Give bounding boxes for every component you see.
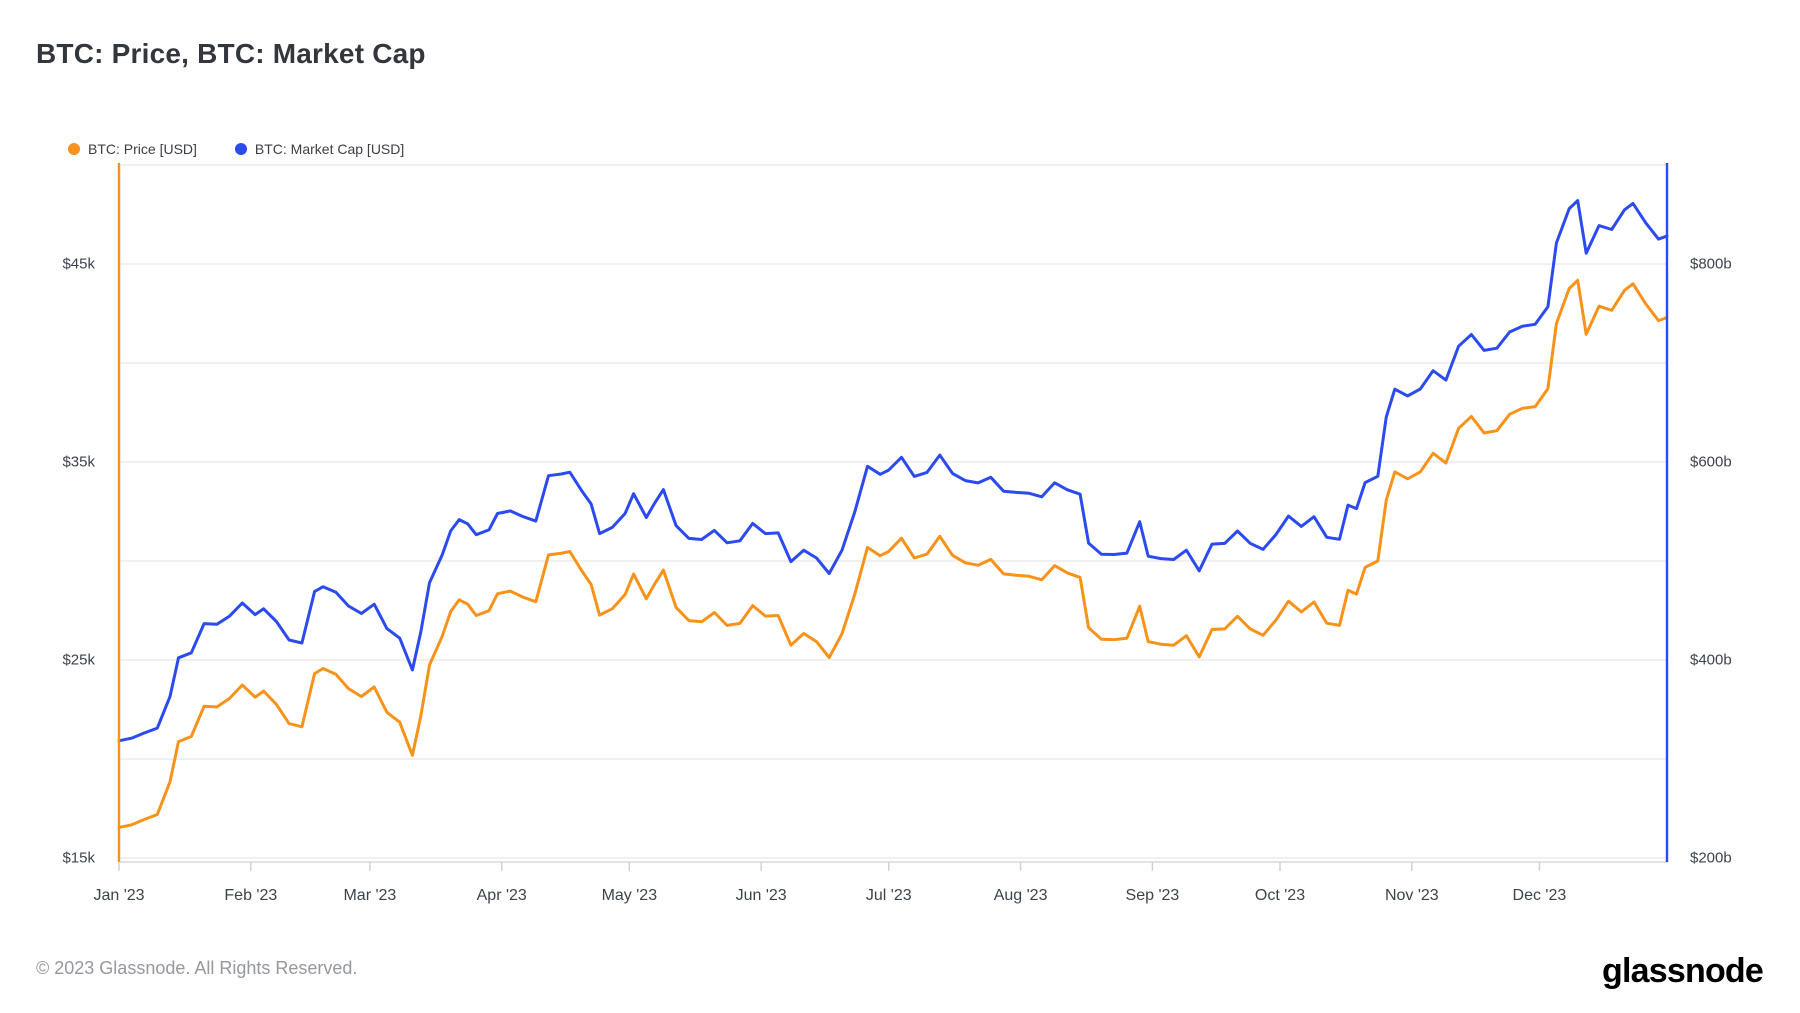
- y-axis-tick-label-right: $200b: [1690, 849, 1732, 867]
- x-axis-tick-label: Sep '23: [1125, 887, 1180, 904]
- legend-label-marketcap: BTC: Market Cap [USD]: [254, 141, 405, 157]
- x-axis-tick-label: Dec '23: [1512, 887, 1567, 904]
- y-axis-tick-label-left: $25k: [62, 651, 95, 669]
- x-axis-tick-label: Jul '23: [865, 887, 912, 904]
- x-axis-tick-label: Mar '23: [343, 887, 397, 904]
- y-axis-tick-label-left: $15k: [62, 849, 95, 867]
- legend-item-marketcap[interactable]: BTC: Market Cap [USD]: [234, 141, 405, 157]
- legend: BTC: Price [USD] BTC: Market Cap [USD]: [68, 141, 404, 157]
- legend-label-price: BTC: Price [USD]: [88, 141, 197, 157]
- x-axis-tick-label: Jun '23: [735, 887, 787, 904]
- y-axis-tick-label-left: $45k: [62, 255, 95, 273]
- page-title: BTC: Price, BTC: Market Cap: [36, 38, 426, 69]
- x-axis-tick-label: Nov '23: [1384, 887, 1439, 904]
- legend-item-price[interactable]: BTC: Price [USD]: [68, 141, 197, 157]
- price-series-dot-icon: [68, 143, 80, 155]
- x-axis-tick-label: Feb '23: [224, 887, 278, 904]
- y-axis-tick-label-right: $600b: [1690, 453, 1732, 471]
- marketcap-line: [117, 199, 1669, 743]
- price-line: [117, 278, 1669, 829]
- y-axis-tick-label-right: $400b: [1690, 651, 1732, 669]
- x-axis-tick-label: Apr '23: [476, 887, 527, 904]
- y-axis-tick-label-right: $800b: [1690, 255, 1732, 273]
- x-axis-tick-label: Oct '23: [1254, 887, 1306, 904]
- glassnode-logo: glassnode: [1602, 952, 1764, 990]
- x-axis-tick-label: May '23: [601, 887, 658, 904]
- marketcap-series-dot-icon: [234, 143, 247, 155]
- x-axis-tick-label: Jan '23: [93, 887, 145, 904]
- y-axis-tick-label-left: $35k: [62, 453, 95, 471]
- copyright-text: © 2023 Glassnode. All Rights Reserved.: [36, 958, 358, 978]
- x-axis-tick-label: Aug '23: [993, 887, 1048, 904]
